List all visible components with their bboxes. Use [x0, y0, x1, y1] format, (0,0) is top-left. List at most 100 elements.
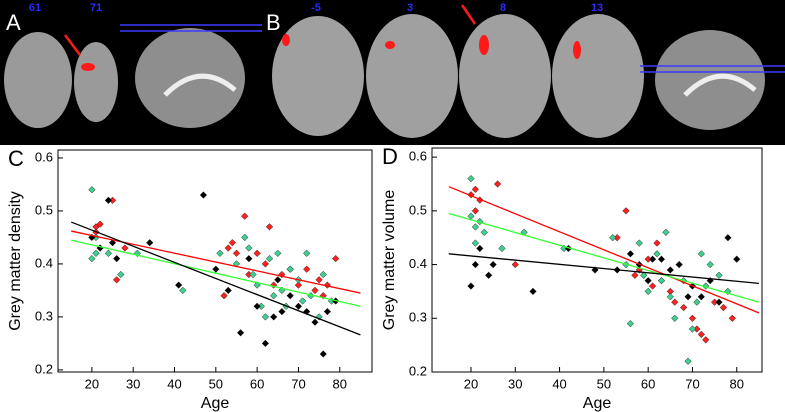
data-point	[684, 293, 692, 301]
plot-frame	[431, 147, 763, 373]
fit-line	[448, 186, 760, 314]
data-point	[485, 271, 493, 279]
data-point	[467, 191, 475, 199]
panel-label: A	[6, 10, 21, 35]
data-point	[719, 303, 728, 312]
data-point	[319, 292, 327, 300]
data-point	[286, 292, 294, 300]
data-point	[278, 307, 286, 316]
x-tick-label: 80	[730, 376, 744, 391]
data-point	[697, 250, 705, 258]
slice-number: 61	[29, 2, 41, 14]
brain-coronal	[4, 32, 72, 128]
data-point	[108, 239, 117, 247]
data-point	[319, 270, 327, 279]
y-tick-label: 0.5	[35, 202, 53, 217]
data-point	[199, 191, 208, 199]
data-point	[631, 271, 639, 279]
data-point	[493, 180, 502, 188]
data-point	[657, 277, 666, 285]
data-point	[294, 302, 303, 310]
arrow	[460, 4, 477, 25]
data-point	[476, 244, 484, 253]
fit-line	[448, 212, 760, 303]
data-point	[179, 286, 187, 295]
data-point	[298, 297, 307, 305]
data-point	[121, 244, 129, 252]
data-point	[702, 282, 710, 290]
data-point	[245, 254, 253, 263]
data-point	[294, 281, 303, 289]
data-point	[471, 185, 480, 194]
data-point	[697, 293, 705, 301]
data-point	[253, 249, 261, 257]
corpus-callosum	[163, 73, 237, 97]
data-point	[666, 266, 674, 274]
data-point	[471, 260, 480, 269]
data-point	[675, 260, 683, 269]
data-point	[212, 265, 220, 273]
data-point	[467, 174, 475, 183]
y-tick-label: 0.2	[35, 361, 53, 376]
x-axis-label: Age	[201, 395, 230, 412]
data-point	[224, 286, 232, 295]
data-point	[117, 270, 125, 279]
data-point	[653, 250, 661, 258]
data-point	[104, 196, 113, 204]
brain-axial	[366, 14, 458, 138]
data-point	[657, 255, 666, 263]
data-point	[228, 239, 237, 247]
slice-number: 71	[90, 2, 102, 14]
data-point	[315, 276, 323, 284]
data-point	[671, 298, 679, 306]
data-point	[253, 281, 261, 289]
data-point	[253, 302, 261, 310]
y-tick-label: 0.4	[35, 255, 53, 270]
data-point	[688, 325, 697, 333]
activation	[282, 34, 290, 46]
data-point	[319, 350, 327, 358]
y-tick-label: 0.3	[35, 308, 53, 323]
data-point	[104, 249, 113, 257]
data-point	[265, 223, 274, 231]
x-axis-label: Age	[583, 395, 612, 412]
data-point	[648, 282, 657, 290]
slice-number: -5	[311, 2, 321, 14]
x-tick-label: 30	[126, 376, 140, 391]
data-point	[679, 303, 688, 312]
activation	[479, 35, 489, 55]
data-point	[113, 254, 121, 263]
x-tick-label: 70	[291, 376, 305, 391]
data-point	[644, 287, 652, 296]
data-point	[693, 298, 701, 306]
data-point	[671, 314, 679, 322]
x-tick-label: 50	[597, 376, 611, 391]
data-point	[715, 271, 723, 279]
data-point	[498, 244, 506, 253]
y-tick-label: 0.6	[409, 149, 427, 164]
arrow	[64, 34, 81, 56]
data-point	[331, 254, 340, 263]
brain-axial	[552, 14, 644, 138]
data-point	[323, 307, 332, 316]
fit-line	[448, 253, 759, 285]
data-point	[88, 186, 96, 194]
x-tick-label: 70	[685, 376, 699, 391]
x-tick-label: 20	[85, 376, 99, 391]
data-point	[529, 287, 537, 296]
data-point	[715, 298, 723, 306]
data-point	[216, 249, 224, 257]
data-point	[265, 254, 274, 263]
data-point	[688, 314, 697, 322]
data-point	[113, 276, 121, 284]
data-point	[311, 318, 319, 326]
plot-frame	[57, 149, 373, 373]
data-point	[303, 249, 311, 257]
data-point	[245, 244, 253, 252]
x-tick-label: 20	[464, 376, 478, 391]
panel-label: C	[8, 146, 24, 171]
data-point	[662, 228, 670, 236]
brain-coronal	[74, 42, 118, 122]
panel-label: D	[382, 144, 398, 169]
